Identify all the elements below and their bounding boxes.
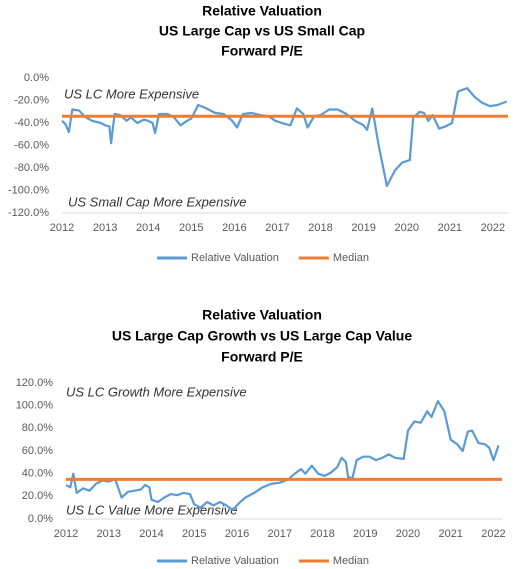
x-tick-label: 2022 (481, 528, 505, 540)
x-tick-label: 2012 (54, 528, 78, 540)
x-tick-label: 2020 (394, 222, 418, 234)
x-tick-label: 2016 (225, 528, 249, 540)
legend-label: Median (333, 252, 369, 264)
annotation: US Small Cap More Expensive (68, 194, 246, 209)
chart-title: US Large Cap Growth vs US Large Cap Valu… (112, 328, 413, 344)
x-tick-label: 2017 (267, 528, 291, 540)
y-tick-label: 20.0% (22, 490, 53, 502)
y-tick-label: 120.0% (16, 377, 54, 389)
legend-label: Relative Valuation (191, 252, 279, 264)
x-tick-label: 2019 (351, 222, 375, 234)
x-tick-label: 2013 (93, 222, 117, 234)
y-tick-label: -120.0% (8, 207, 49, 219)
x-tick-label: 2021 (438, 222, 462, 234)
x-tick-label: 2016 (222, 222, 246, 234)
chart-title: US Large Cap vs US Small Cap (159, 23, 365, 39)
chart-title: Forward P/E (221, 349, 303, 365)
y-tick-label: -60.0% (14, 139, 49, 151)
x-tick-label: 2018 (310, 528, 334, 540)
x-tick-label: 2013 (97, 528, 121, 540)
x-tick-label: 2017 (265, 222, 289, 234)
y-tick-label: 60.0% (22, 445, 53, 457)
y-tick-label: 40.0% (22, 468, 53, 480)
chart-title: Forward P/E (221, 43, 303, 59)
x-tick-label: 2022 (481, 222, 505, 234)
chart-title: Relative Valuation (202, 307, 322, 323)
x-tick-label: 2015 (182, 528, 206, 540)
x-tick-label: 2019 (353, 528, 377, 540)
x-tick-label: 2018 (308, 222, 332, 234)
annotation: US LC More Expensive (64, 86, 199, 101)
legend-label: Median (333, 555, 369, 567)
y-tick-label: 80.0% (22, 422, 53, 434)
chart-title: Relative Valuation (202, 3, 322, 19)
annotation: US LC Growth More Expensive (66, 384, 247, 399)
x-tick-label: 2014 (139, 528, 163, 540)
x-tick-label: 2014 (136, 222, 160, 234)
annotation: US LC Value More Expensive (66, 502, 238, 517)
y-tick-label: 100.0% (16, 400, 54, 412)
x-tick-label: 2015 (179, 222, 203, 234)
x-tick-label: 2012 (50, 222, 74, 234)
x-tick-label: 2021 (438, 528, 462, 540)
data-line (65, 400, 500, 511)
y-tick-label: -80.0% (14, 162, 49, 174)
data-line (61, 87, 508, 188)
y-tick-label: 0.0% (24, 72, 49, 84)
y-tick-label: 0.0% (28, 513, 53, 525)
y-tick-label: -40.0% (14, 117, 49, 129)
y-tick-label: -100.0% (8, 184, 49, 196)
legend-label: Relative Valuation (191, 555, 279, 567)
x-tick-label: 2020 (396, 528, 420, 540)
y-tick-label: -20.0% (14, 94, 49, 106)
